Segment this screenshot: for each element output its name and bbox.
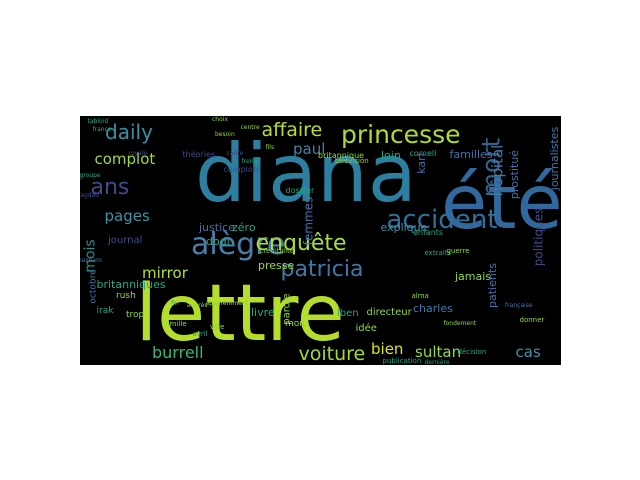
word: alma	[411, 291, 429, 300]
word: alègre	[191, 227, 286, 262]
word: complots	[223, 165, 261, 174]
word: patients	[485, 262, 499, 308]
word: fils	[265, 144, 275, 151]
word: femmes	[300, 196, 315, 246]
word: avril	[192, 329, 208, 338]
word: zéro	[232, 220, 256, 234]
word: décision	[457, 347, 487, 356]
word: ville	[210, 322, 225, 331]
word: hasham	[80, 257, 102, 264]
word: trop	[126, 309, 145, 320]
word: publication	[382, 356, 422, 365]
word: britannique	[318, 151, 365, 160]
word: explique	[380, 220, 428, 234]
word: centre	[240, 124, 260, 131]
word: prostitué	[507, 149, 521, 199]
word: mois	[82, 239, 99, 273]
word: france	[92, 126, 112, 133]
word: dossier	[285, 186, 315, 195]
word: irak	[96, 305, 114, 316]
word: royale	[128, 150, 148, 157]
word: groupe	[80, 172, 101, 179]
word: britanniques	[96, 277, 166, 291]
word: diana	[195, 127, 417, 220]
word: dernière	[424, 359, 450, 366]
word: politiques	[530, 207, 545, 267]
word: paul	[293, 139, 326, 158]
word-cloud: diana été lettre princesse alègre accide…	[80, 116, 561, 365]
word: crédibilité	[259, 246, 295, 255]
word: été	[441, 157, 561, 246]
word: lettre	[135, 269, 345, 359]
word: cadre	[226, 150, 244, 157]
word: justice	[199, 220, 235, 234]
word: fondement	[443, 320, 477, 327]
word: besoin	[215, 131, 235, 138]
word: fin	[171, 300, 179, 307]
word: dodi	[206, 234, 230, 248]
word: télévision	[335, 156, 369, 165]
word: enfants	[413, 228, 444, 237]
word: charles	[413, 301, 453, 315]
word: cornell	[409, 149, 437, 158]
word: daily	[105, 120, 153, 144]
word: française	[505, 302, 533, 309]
word: camille	[161, 319, 187, 328]
word: pages	[104, 206, 150, 225]
word: affaire	[261, 118, 323, 141]
word: princesse	[341, 119, 461, 149]
word: patricia	[280, 257, 364, 282]
word: journalistes	[547, 126, 561, 190]
word: voiture	[298, 342, 366, 365]
word: bien	[371, 339, 404, 358]
word: octobre	[88, 268, 99, 304]
word: familles	[449, 147, 493, 161]
word: loin	[381, 148, 401, 162]
word: apparemment	[205, 300, 249, 307]
word: accident	[386, 205, 498, 235]
word: enquête	[255, 231, 347, 256]
word: donner	[519, 315, 545, 324]
word: sultan	[415, 342, 462, 361]
word: livre	[251, 305, 275, 319]
word: tabloïd	[87, 118, 109, 125]
word: complot	[94, 149, 156, 168]
word: extraits	[424, 248, 452, 257]
word: guerre	[446, 246, 470, 255]
word: mirror	[142, 263, 188, 282]
word: bagdad	[80, 192, 100, 199]
word: burrell	[152, 343, 204, 362]
word: théories	[182, 150, 216, 159]
word: mon	[285, 318, 305, 329]
word: journal	[108, 235, 143, 246]
word: cas	[515, 342, 541, 361]
word: iben	[337, 308, 359, 319]
word: idée	[355, 323, 377, 334]
word: directeur	[366, 307, 412, 318]
word: freins	[241, 158, 259, 165]
word: choix	[212, 116, 228, 123]
word: jamais	[455, 269, 492, 283]
word: rush	[116, 290, 136, 301]
word: auprès	[187, 302, 208, 309]
word: ans	[90, 175, 130, 200]
word: presse	[258, 258, 295, 272]
